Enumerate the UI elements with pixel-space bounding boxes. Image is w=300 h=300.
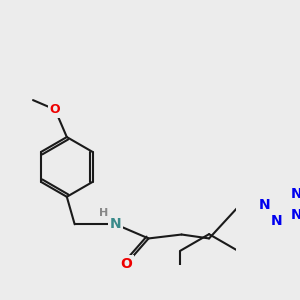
Text: N: N [290, 188, 300, 202]
Text: N: N [290, 208, 300, 222]
Text: N: N [271, 214, 283, 228]
Text: O: O [121, 256, 133, 271]
Text: O: O [50, 103, 60, 116]
Text: H: H [99, 208, 108, 218]
Text: N: N [259, 198, 271, 212]
Text: N: N [110, 217, 122, 231]
